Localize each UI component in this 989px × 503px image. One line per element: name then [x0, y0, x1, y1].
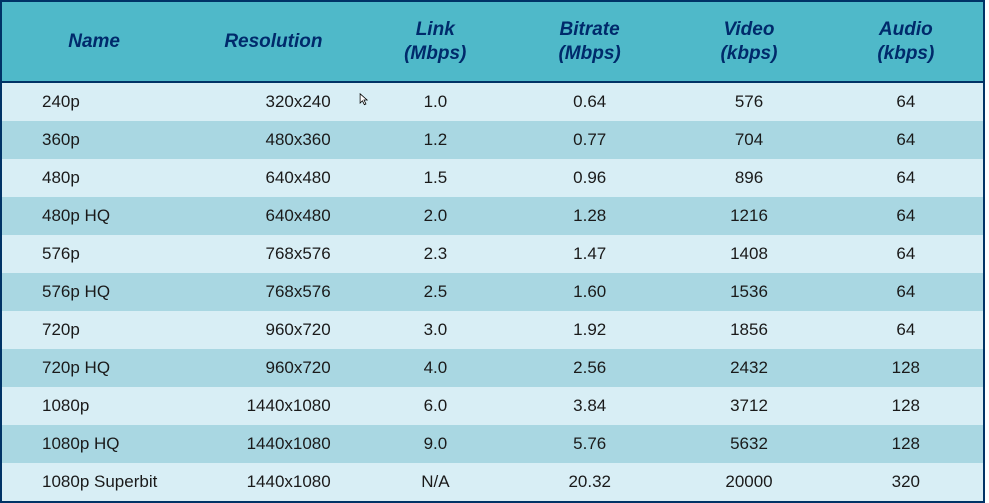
table-cell: 64	[829, 92, 983, 112]
table-row: 480p640x4801.50.9689664	[2, 159, 983, 197]
table-cell: 480p	[2, 168, 186, 188]
table-cell: 240p	[2, 92, 186, 112]
col-header-resolution: Resolution	[186, 2, 360, 81]
table-cell: 1.92	[510, 320, 669, 340]
bitrate-table: Name Resolution Link(Mbps) Bitrate(Mbps)…	[0, 0, 985, 503]
table-cell: 768x576	[186, 282, 360, 302]
table-header-row: Name Resolution Link(Mbps) Bitrate(Mbps)…	[2, 2, 983, 83]
table-row: 1080p Superbit1440x1080N/A20.3220000320	[2, 463, 983, 501]
table-cell: 64	[829, 168, 983, 188]
table-body: 240p320x2401.00.6457664360p480x3601.20.7…	[2, 83, 983, 501]
col-header-bitrate: Bitrate(Mbps)	[510, 2, 669, 81]
table-row: 720p960x7203.01.92185664	[2, 311, 983, 349]
table-cell: 1216	[669, 206, 828, 226]
table-cell: 896	[669, 168, 828, 188]
col-header-name: Name	[2, 2, 186, 81]
table-cell: 64	[829, 282, 983, 302]
table-row: 720p HQ960x7204.02.562432128	[2, 349, 983, 387]
table-cell: 576p HQ	[2, 282, 186, 302]
table-cell: 128	[829, 396, 983, 416]
table-row: 360p480x3601.20.7770464	[2, 121, 983, 159]
table-cell: 360p	[2, 130, 186, 150]
table-cell: 960x720	[186, 320, 360, 340]
table-cell: 0.64	[510, 92, 669, 112]
table-cell: 64	[829, 320, 983, 340]
table-cell: 640x480	[186, 168, 360, 188]
col-header-link: Link(Mbps)	[361, 2, 510, 81]
table-cell: 5.76	[510, 434, 669, 454]
table-cell: 1408	[669, 244, 828, 264]
table-cell: 320	[829, 472, 983, 492]
table-cell: 480x360	[186, 130, 360, 150]
table-row: 240p320x2401.00.6457664	[2, 83, 983, 121]
table-cell: 0.96	[510, 168, 669, 188]
table-cell: 64	[829, 206, 983, 226]
table-cell: 2.3	[361, 244, 510, 264]
table-cell: 1440x1080	[186, 434, 360, 454]
table-cell: 576	[669, 92, 828, 112]
table-cell: 720p HQ	[2, 358, 186, 378]
table-cell: 4.0	[361, 358, 510, 378]
table-cell: 480p HQ	[2, 206, 186, 226]
table-row: 480p HQ640x4802.01.28121664	[2, 197, 983, 235]
table-cell: 128	[829, 434, 983, 454]
table-cell: 1440x1080	[186, 472, 360, 492]
table-cell: 1.60	[510, 282, 669, 302]
table-cell: 1.47	[510, 244, 669, 264]
table-row: 1080p1440x10806.03.843712128	[2, 387, 983, 425]
table-cell: 5632	[669, 434, 828, 454]
table-cell: 3.0	[361, 320, 510, 340]
table-cell: 2432	[669, 358, 828, 378]
col-header-audio: Audio(kbps)	[829, 2, 983, 81]
table-row: 576p HQ768x5762.51.60153664	[2, 273, 983, 311]
table-cell: 720p	[2, 320, 186, 340]
col-header-video: Video(kbps)	[669, 2, 828, 81]
table-cell: 1080p Superbit	[2, 472, 186, 492]
table-cell: 576p	[2, 244, 186, 264]
table-cell: 3712	[669, 396, 828, 416]
table-cell: 1.0	[361, 92, 510, 112]
table-cell: 320x240	[186, 92, 360, 112]
table-cell: 3.84	[510, 396, 669, 416]
table-cell: 20.32	[510, 472, 669, 492]
table-cell: N/A	[361, 472, 510, 492]
table-cell: 2.0	[361, 206, 510, 226]
table-cell: 2.56	[510, 358, 669, 378]
table-cell: 1536	[669, 282, 828, 302]
table-row: 1080p HQ1440x10809.05.765632128	[2, 425, 983, 463]
table-cell: 64	[829, 130, 983, 150]
table-cell: 1.5	[361, 168, 510, 188]
table-cell: 64	[829, 244, 983, 264]
table-cell: 1440x1080	[186, 396, 360, 416]
table-cell: 1080p HQ	[2, 434, 186, 454]
table-cell: 2.5	[361, 282, 510, 302]
table-cell: 9.0	[361, 434, 510, 454]
table-cell: 768x576	[186, 244, 360, 264]
table-cell: 1856	[669, 320, 828, 340]
table-cell: 960x720	[186, 358, 360, 378]
table-cell: 0.77	[510, 130, 669, 150]
table-cell: 6.0	[361, 396, 510, 416]
table-cell: 20000	[669, 472, 828, 492]
table-cell: 1080p	[2, 396, 186, 416]
table-cell: 1.2	[361, 130, 510, 150]
table-cell: 704	[669, 130, 828, 150]
table-row: 576p768x5762.31.47140864	[2, 235, 983, 273]
table-cell: 640x480	[186, 206, 360, 226]
table-cell: 128	[829, 358, 983, 378]
table-cell: 1.28	[510, 206, 669, 226]
